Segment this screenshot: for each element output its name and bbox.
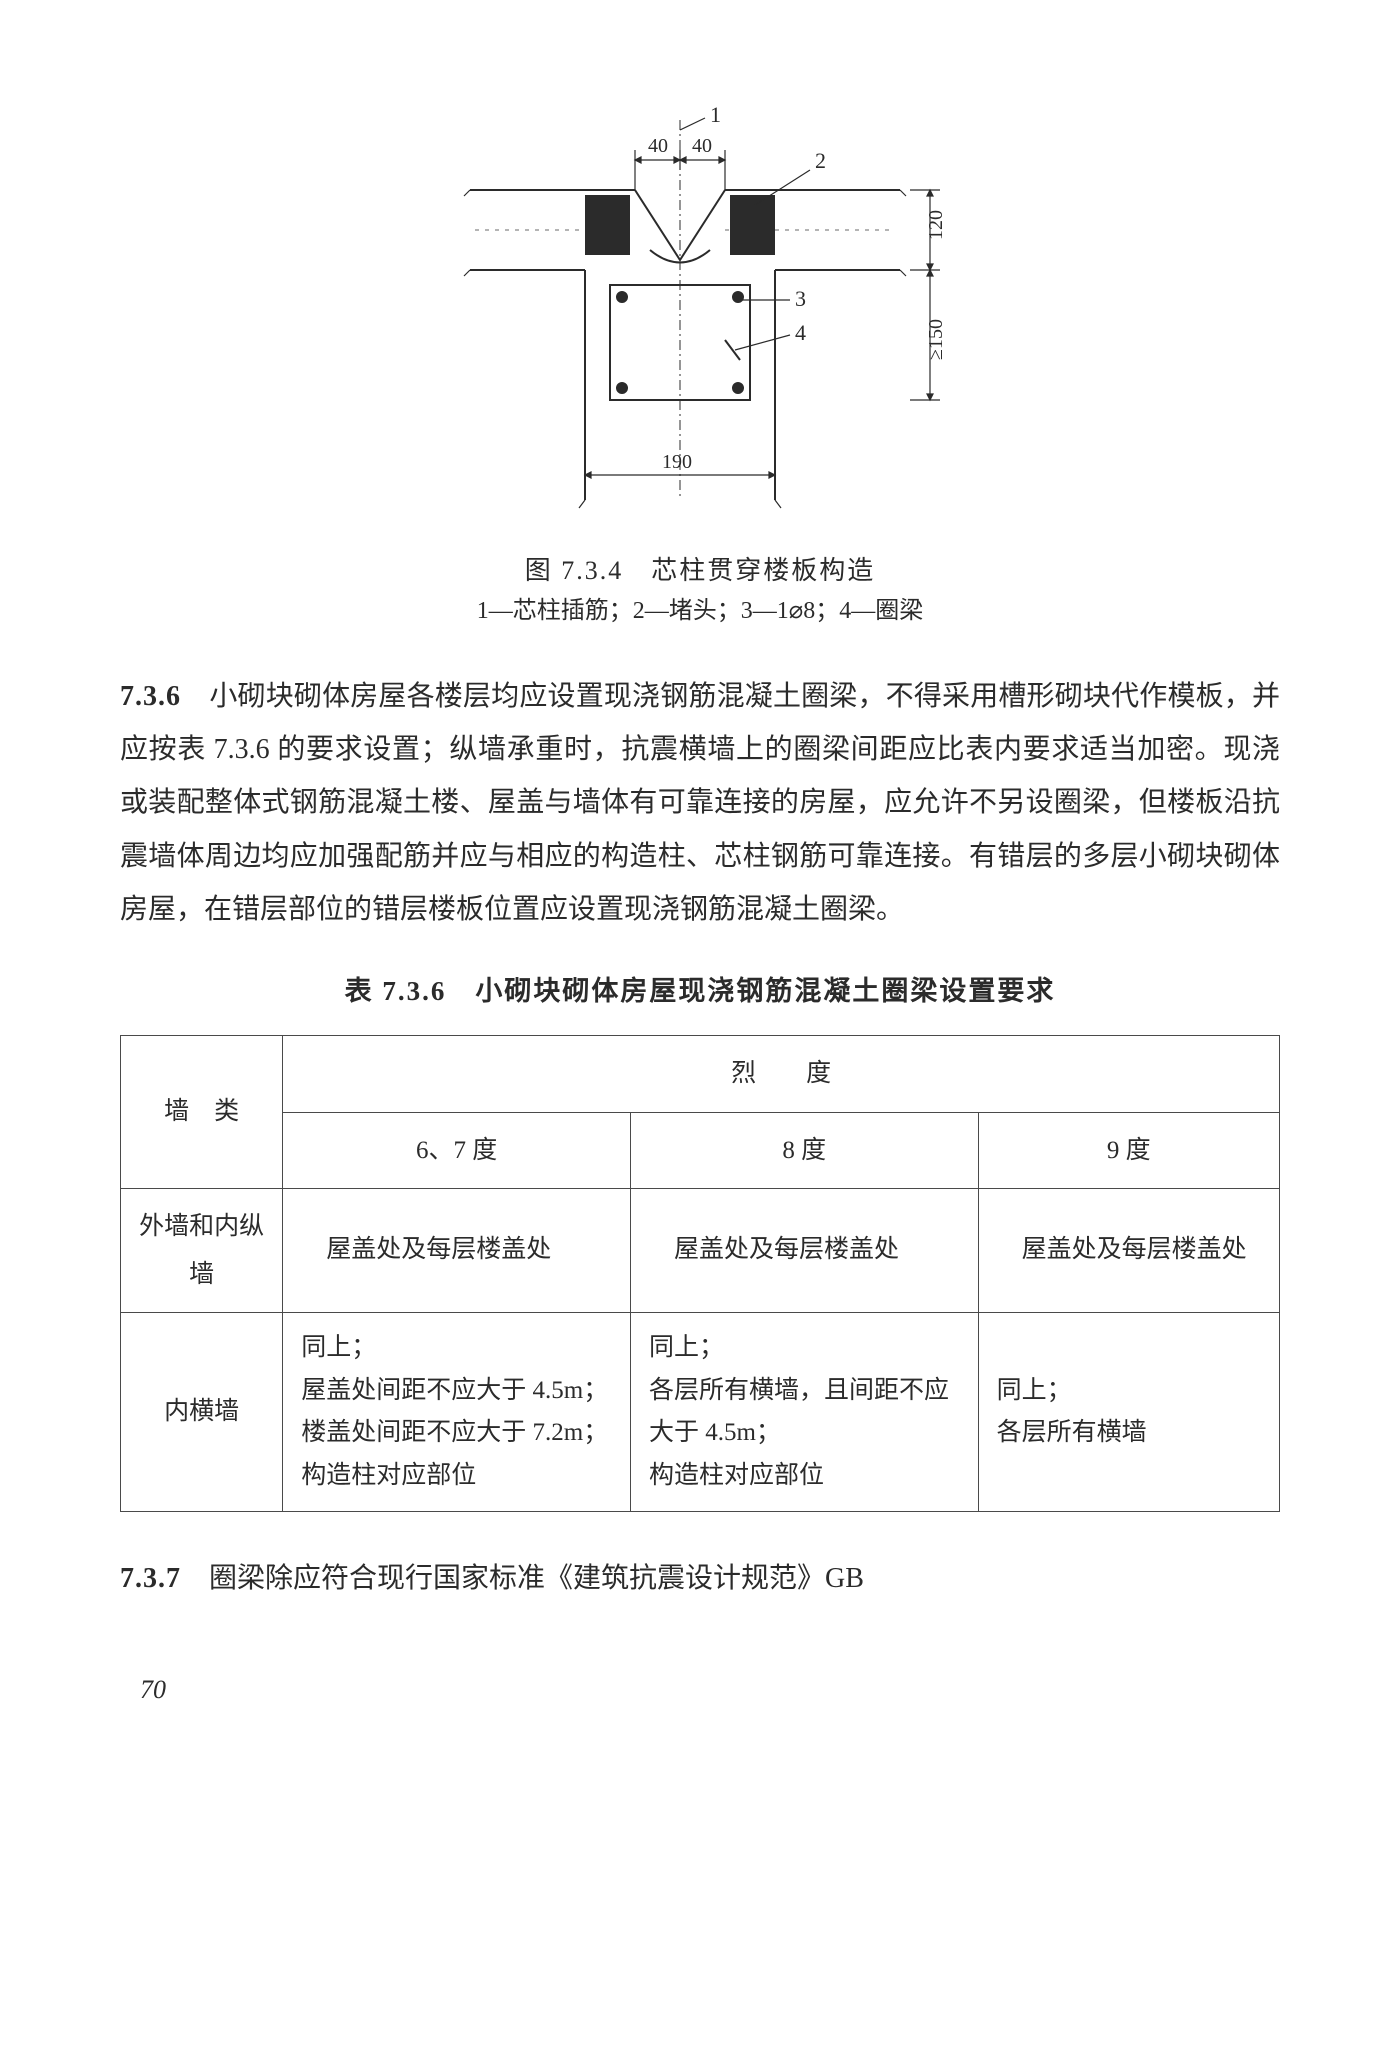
cell-r0-c2: 屋盖处及每层楼盖处	[630, 1189, 978, 1313]
figure-caption: 图 7.3.4 芯柱贯穿楼板构造 1—芯柱插筋；2—堵头；3—1⌀8；4—圈梁	[120, 550, 1280, 630]
cell-r1-c1: 同上；屋盖处间距不应大于 4.5m；楼盖处间距不应大于 7.2m；构造柱对应部位	[283, 1313, 631, 1512]
figure-caption-line1: 图 7.3.4 芯柱贯穿楼板构造	[120, 550, 1280, 592]
dim-bottom: 190	[662, 451, 692, 473]
paragraph-7-3-7-text: 圈梁除应符合现行国家标准《建筑抗震设计规范》GB	[181, 1563, 864, 1594]
callout-4: 4	[795, 320, 806, 345]
th-wall-type: 墙 类	[121, 1036, 283, 1189]
cell-r0-label: 外墙和内纵墙	[121, 1189, 283, 1313]
th-deg-9: 9 度	[978, 1112, 1279, 1189]
paragraph-7-3-6: 7.3.6 小砌块砌体房屋各楼层均应设置现浇钢筋混凝土圈梁，不得采用槽形砌块代作…	[120, 670, 1280, 936]
th-deg-67: 6、7 度	[283, 1112, 631, 1189]
dim-right-top: 120	[925, 210, 947, 240]
figure-7-3-4: 40 40 120 ≥150 1	[440, 100, 960, 520]
callout-2: 2	[815, 148, 826, 173]
page-number: 70	[120, 1665, 1280, 1714]
figure-svg: 40 40 120 ≥150 1	[440, 100, 960, 520]
section-number-7-3-7: 7.3.7	[120, 1563, 181, 1594]
section-number-7-3-6: 7.3.6	[120, 681, 181, 712]
paragraph-7-3-6-text: 小砌块砌体房屋各楼层均应设置现浇钢筋混凝土圈梁，不得采用槽形砌块代作模板，并应按…	[120, 681, 1280, 925]
table-title: 表 7.3.6 小砌块砌体房屋现浇钢筋混凝土圈梁设置要求	[120, 966, 1280, 1017]
paragraph-7-3-7: 7.3.7 圈梁除应符合现行国家标准《建筑抗震设计规范》GB	[120, 1552, 1280, 1605]
dim-right-bottom: ≥150	[925, 319, 947, 360]
figure-caption-line2: 1—芯柱插筋；2—堵头；3—1⌀8；4—圈梁	[120, 592, 1280, 630]
callout-3: 3	[795, 286, 806, 311]
cell-r1-c3: 同上；各层所有横墙	[978, 1313, 1279, 1512]
table-7-3-6: 墙 类 烈 度 6、7 度 8 度 9 度 外墙和内纵墙 屋盖处及每层楼盖处 屋…	[120, 1035, 1280, 1512]
cell-r0-c3: 屋盖处及每层楼盖处	[978, 1189, 1279, 1313]
cell-r1-c2: 同上；各层所有横墙，且间距不应大于 4.5m；构造柱对应部位	[630, 1313, 978, 1512]
table-row: 外墙和内纵墙 屋盖处及每层楼盖处 屋盖处及每层楼盖处 屋盖处及每层楼盖处	[121, 1189, 1280, 1313]
th-deg-8: 8 度	[630, 1112, 978, 1189]
th-intensity: 烈 度	[283, 1036, 1280, 1113]
table-row: 内横墙 同上；屋盖处间距不应大于 4.5m；楼盖处间距不应大于 7.2m；构造柱…	[121, 1313, 1280, 1512]
page: 40 40 120 ≥150 1	[0, 0, 1400, 1755]
dim-top-right: 40	[692, 135, 712, 157]
callout-1: 1	[710, 102, 721, 127]
cell-r1-label: 内横墙	[121, 1313, 283, 1512]
cell-r0-c1: 屋盖处及每层楼盖处	[283, 1189, 631, 1313]
dim-top-left: 40	[648, 135, 668, 157]
